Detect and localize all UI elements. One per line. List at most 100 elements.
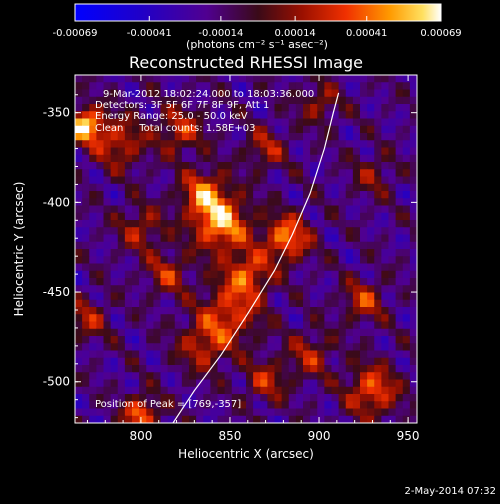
heatmap-cell [110,241,119,250]
heatmap-cell [288,270,297,279]
heatmap-cell [267,386,276,395]
heatmap-cell [324,350,333,359]
heatmap-cell [260,372,268,381]
heatmap-cell [267,191,276,199]
colorbar-units: (photons cm⁻² s⁻¹ asec⁻²) [186,38,328,51]
heatmap-cell [96,183,105,192]
heatmap-cell [189,75,197,83]
heatmap-cell [181,183,190,192]
heatmap-cell [75,285,83,294]
heatmap-cell [288,314,297,323]
heatmap-cell [224,350,233,359]
heatmap-cell [167,191,176,199]
heatmap-cell [117,75,126,83]
heatmap-cell [288,408,297,417]
heatmap-cell [224,408,233,417]
heatmap-cell [409,278,417,286]
heatmap-cell [310,314,318,323]
heatmap-cell [409,234,417,243]
heatmap-cell [82,220,90,228]
heatmap-cell [409,183,417,192]
heatmap-cell [224,263,233,272]
heatmap-cell [146,328,154,337]
heatmap-cell [75,299,83,308]
heatmap-cell [409,372,417,381]
heatmap-cell [331,270,340,279]
heatmap-cell [246,343,254,352]
heatmap-cell [96,401,105,410]
heatmap-cell [395,89,404,98]
heatmap-cell [317,212,325,221]
heatmap-cell [388,386,397,395]
heatmap-cell [267,89,276,98]
heatmap-cell [345,82,354,91]
heatmap-cell [324,89,333,98]
heatmap-cell [153,205,162,214]
heatmap-cell [310,343,318,352]
heatmap-cell [345,285,354,294]
heatmap-cell [303,263,311,272]
heatmap-cell [146,82,154,91]
heatmap-cell [267,256,276,265]
y-tick-label: -400 [43,195,70,209]
heatmap-cell [303,336,311,344]
heatmap-cell [89,401,97,410]
heatmap-cell [367,415,375,423]
heatmap-cell [160,278,169,286]
heatmap-cell [110,299,119,308]
heatmap-cell [246,212,254,221]
heatmap-cell [303,285,311,294]
heatmap-cell [110,227,119,236]
heatmap-cell [89,278,97,286]
heatmap-cell [402,154,411,163]
heatmap-cell [352,104,361,112]
heatmap-cell [174,227,183,236]
heatmap-cell [75,212,83,221]
heatmap-cell [381,212,390,221]
heatmap-cell [217,379,226,388]
heatmap-cell [324,321,333,330]
heatmap-cell [281,394,290,402]
heatmap-cell [295,292,304,301]
heatmap-cell [160,256,169,265]
heatmap-cell [82,415,90,423]
heatmap-cell [381,336,390,344]
heatmap-cell [381,343,390,352]
heatmap-cell [260,415,268,423]
heatmap-cell [338,183,347,192]
heatmap-cell [238,176,247,185]
heatmap-cell [132,285,140,294]
heatmap-cell [281,220,290,228]
heatmap-cell [189,104,197,112]
heatmap-cell [217,75,226,83]
heatmap-cell [360,256,368,265]
heatmap-cell [167,227,176,236]
heatmap-cell [189,89,197,98]
heatmap-cell [132,212,140,221]
heatmap-cell [246,401,254,410]
heatmap-cell [89,89,97,98]
heatmap-cell [338,256,347,265]
heatmap-cell [196,408,204,417]
heatmap-cell [253,343,261,352]
heatmap-cell [210,241,219,250]
heatmap-cell [267,234,276,243]
heatmap-cell [82,386,90,395]
heatmap-cell [331,162,340,170]
heatmap-cell [124,147,133,156]
heatmap-cell [388,314,397,323]
heatmap-cell [75,357,83,366]
heatmap-cell [338,379,347,388]
heatmap-cell [110,328,119,337]
heatmap-cell [388,75,397,83]
heatmap-cell [267,133,276,141]
heatmap-cell [303,249,311,257]
heatmap-cell [124,314,133,323]
heatmap-cell [260,408,268,417]
heatmap-cell [231,154,240,163]
heatmap-cell [288,154,297,163]
heatmap-cell [360,220,368,228]
heatmap-cell [146,270,154,279]
heatmap-cell [324,270,333,279]
heatmap-cell [402,212,411,221]
